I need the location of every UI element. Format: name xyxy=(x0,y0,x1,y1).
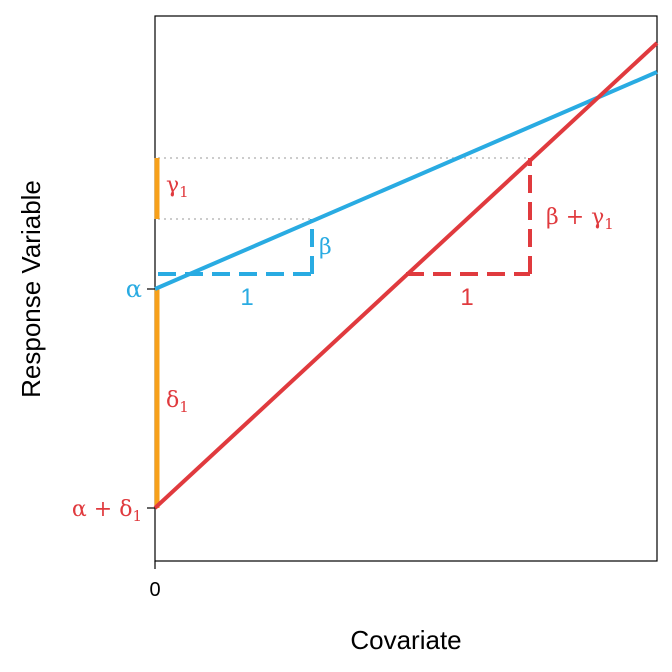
red-regression-line xyxy=(153,41,659,510)
alpha-plus-delta-subscript: 1 xyxy=(132,507,142,525)
y-tick-label-alpha-plus-delta: α + δ1 xyxy=(72,497,142,525)
y-tick-label-alpha: α xyxy=(126,275,142,303)
delta-label: δ1 xyxy=(166,388,189,416)
beta-plus-gamma-label: β + γ1 xyxy=(546,205,614,233)
red-run-label: 1 xyxy=(460,284,473,311)
gamma-text: γ xyxy=(166,173,179,198)
blue-run-label: 1 xyxy=(240,284,253,311)
gamma-label: γ1 xyxy=(166,173,189,201)
y-axis-title: Response Variable xyxy=(16,180,46,398)
x-tick-label-zero: 0 xyxy=(149,579,160,601)
delta-text: δ xyxy=(166,388,179,413)
gamma-subscript: 1 xyxy=(179,183,189,201)
x-axis-title: Covariate xyxy=(350,625,461,655)
beta-plus-gamma-subscript: 1 xyxy=(604,215,614,233)
beta-plus-gamma-text: β + γ xyxy=(546,205,604,230)
blue-regression-line xyxy=(154,70,658,291)
plot-frame xyxy=(154,15,658,562)
beta-label: β xyxy=(319,235,332,260)
alpha-plus-delta-text: α + δ xyxy=(72,497,133,522)
delta-subscript: 1 xyxy=(179,398,189,416)
